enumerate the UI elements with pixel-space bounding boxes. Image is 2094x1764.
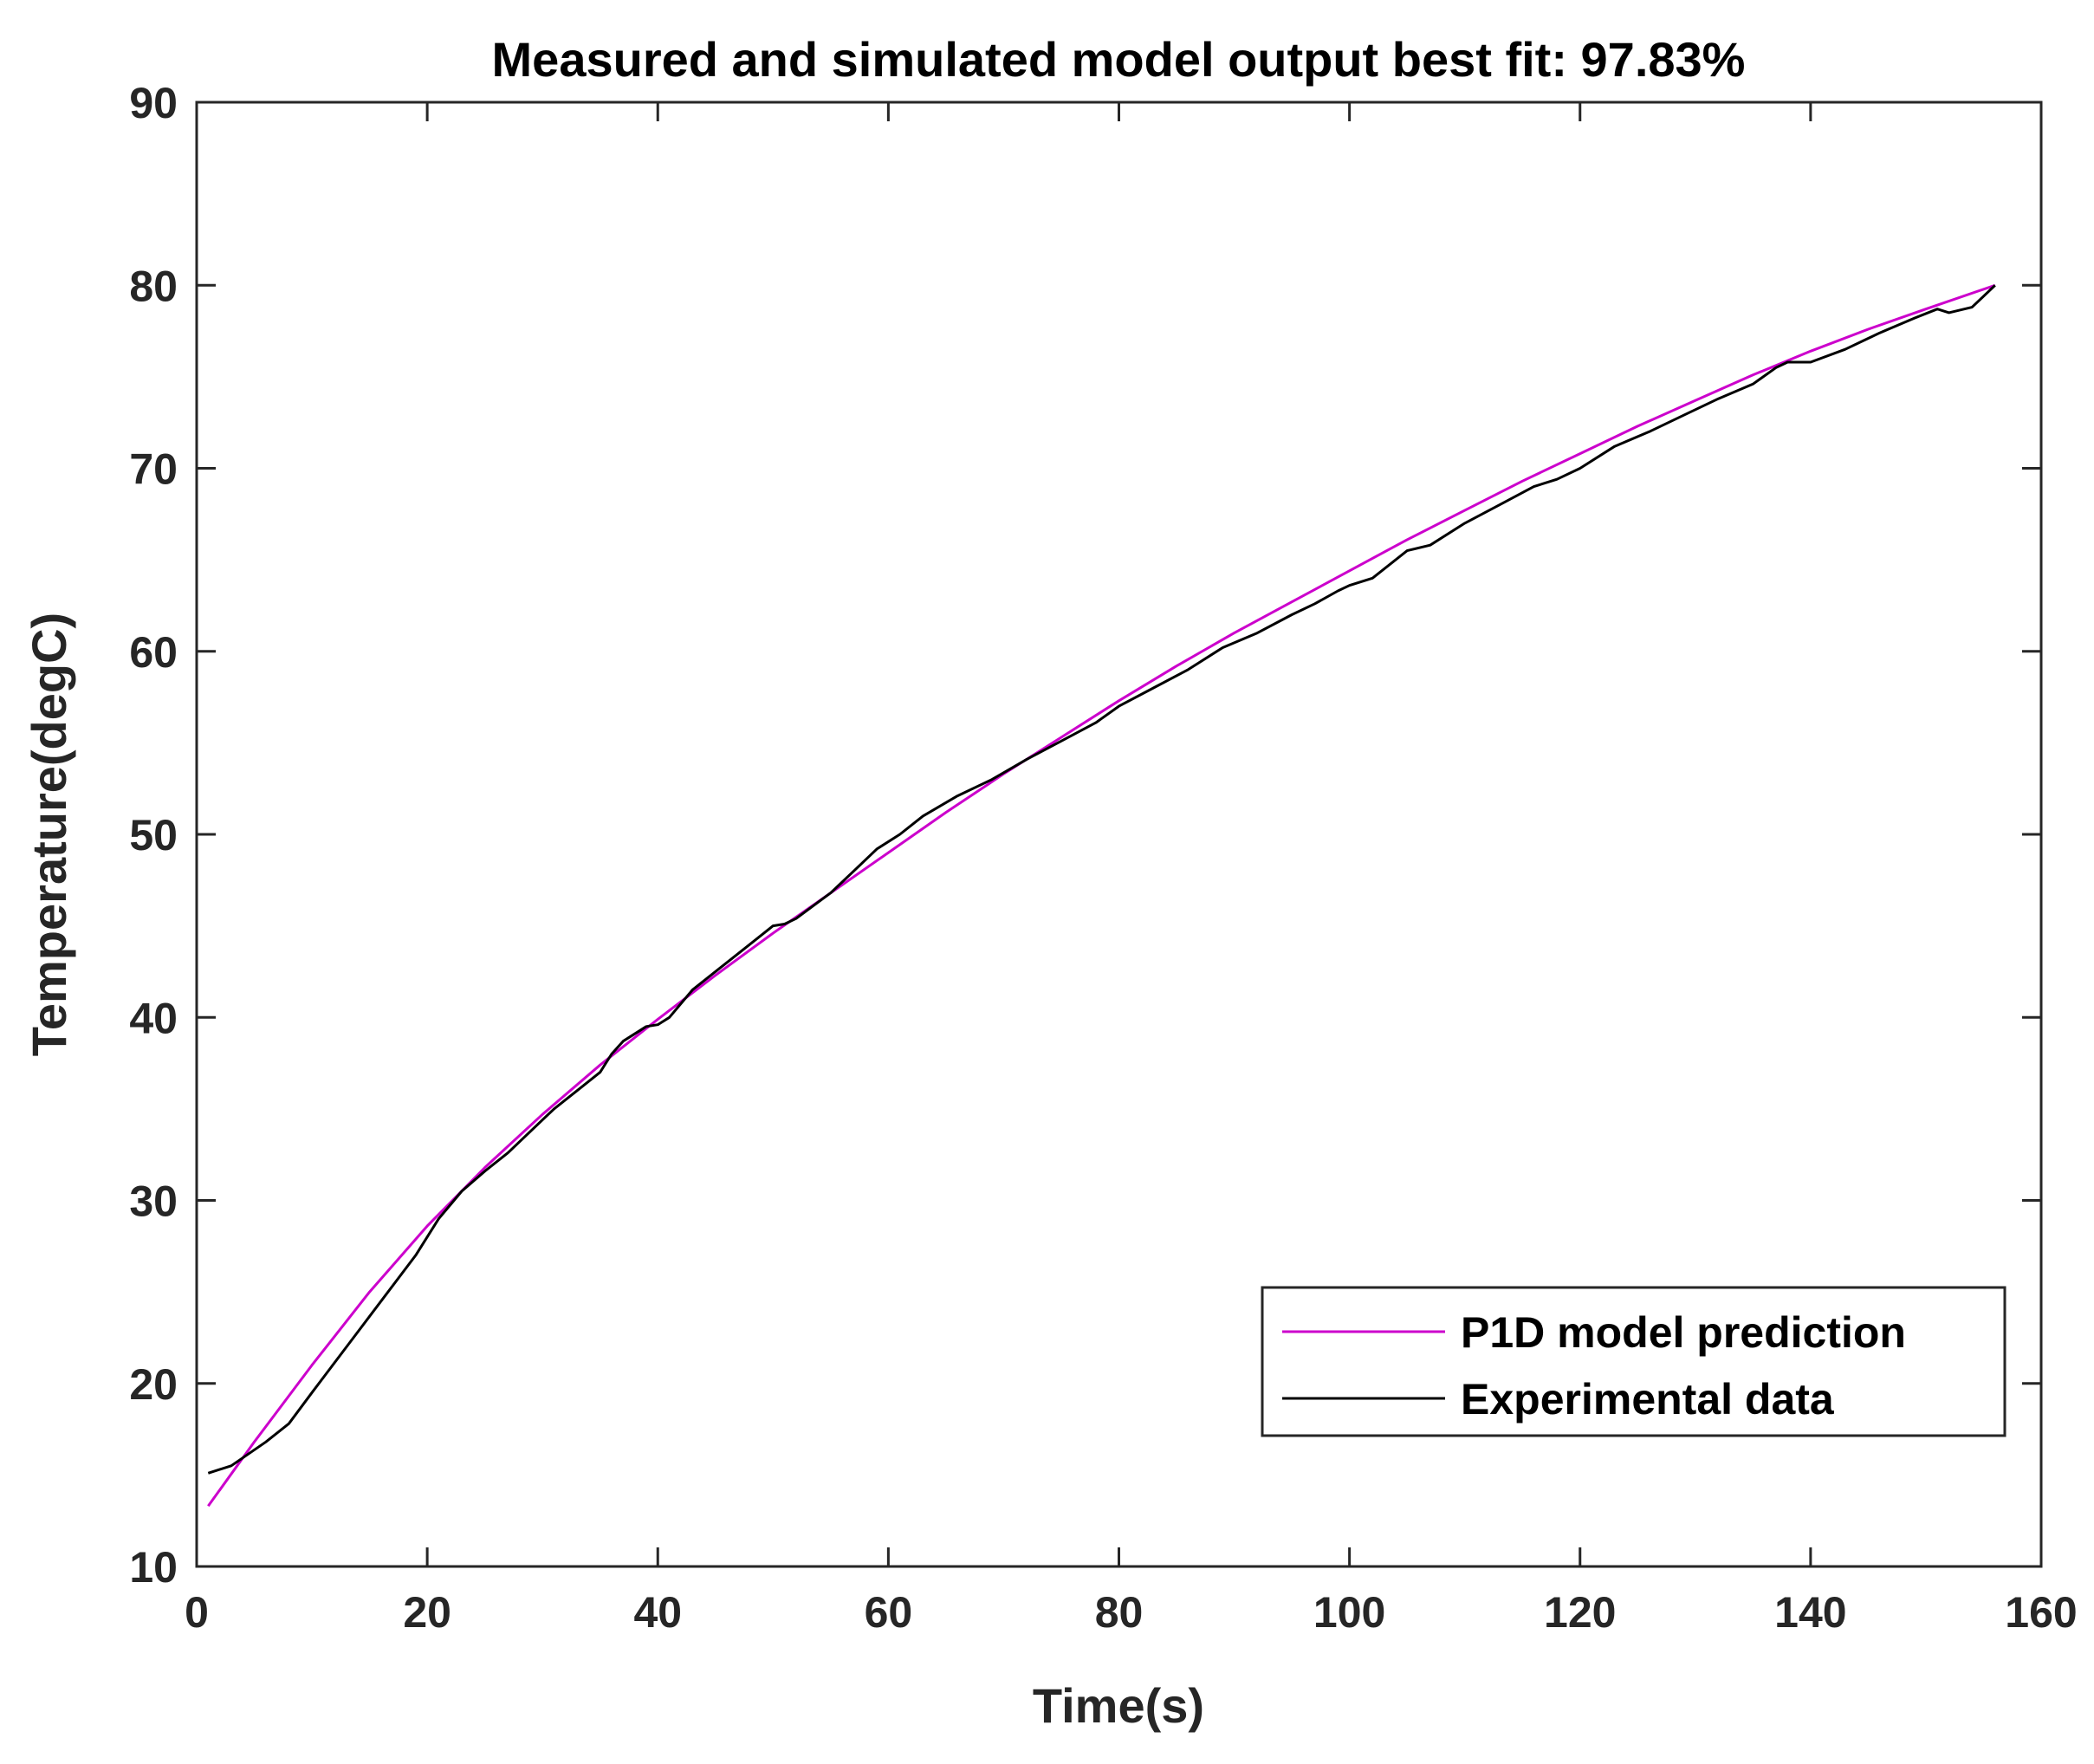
y-axis-label: Temperature(degC) (22, 613, 76, 1056)
series-line-0 (207, 283, 1996, 1508)
tick-layer: 0 20 40 60 80 100 120 140 160 10 20 30 40 50 60 70 80 90 (129, 79, 2077, 1637)
x-tick-label: 0 (185, 1588, 209, 1637)
y-tick-label: 30 (129, 1177, 178, 1226)
y-tick-label: 50 (129, 811, 178, 859)
series-line-1 (207, 284, 1996, 1475)
x-tick-label: 120 (1544, 1588, 1616, 1637)
y-tick-label: 10 (129, 1543, 178, 1592)
x-tick-label: 20 (403, 1588, 451, 1637)
x-tick-label: 80 (1095, 1588, 1144, 1637)
x-tick-label: 60 (865, 1588, 913, 1637)
x-axis-label: Time(s) (1033, 1678, 1204, 1733)
x-tick-label: 160 (2005, 1588, 2077, 1637)
legend-box (1261, 1286, 2006, 1437)
y-tick-label: 80 (129, 262, 178, 310)
series-layer (207, 283, 1996, 1508)
legend-label-experimental: Experimental data (1461, 1375, 1835, 1424)
x-tick-label: 40 (633, 1588, 682, 1637)
legend-label-p1d-model: P1D model prediction (1461, 1308, 1906, 1357)
y-tick-label: 40 (129, 994, 178, 1042)
chart-title: Measured and simulated model output best… (492, 32, 1746, 87)
y-tick-label: 20 (129, 1360, 178, 1409)
y-tick-label: 60 (129, 628, 178, 677)
x-tick-label: 140 (1774, 1588, 1846, 1637)
y-tick-label: 90 (129, 79, 178, 127)
legend: P1D model prediction Experimental data (1261, 1286, 2006, 1437)
x-tick-label: 100 (1313, 1588, 1385, 1637)
y-tick-label: 70 (129, 445, 178, 494)
